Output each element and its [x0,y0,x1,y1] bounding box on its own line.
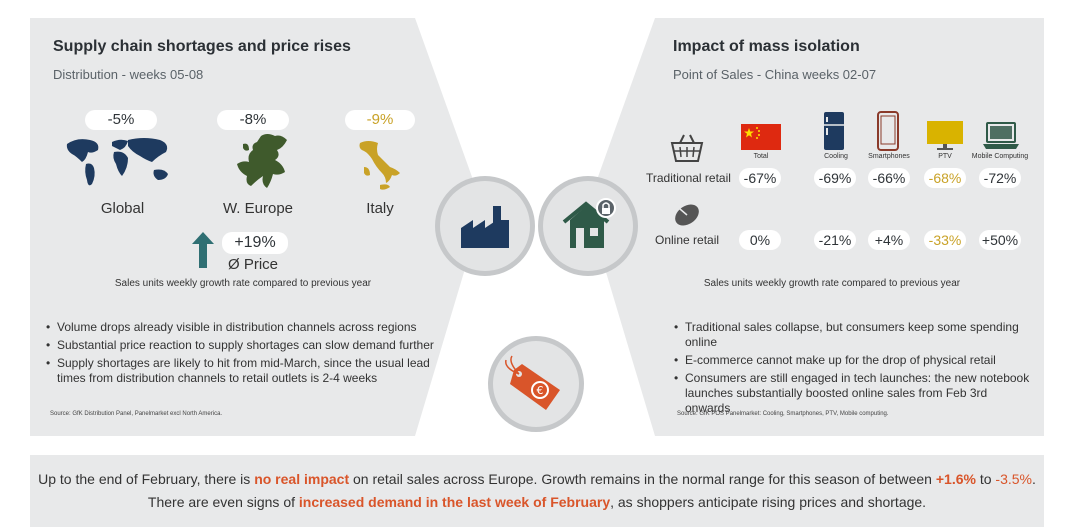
right-title: Impact of mass isolation [673,38,860,55]
home-circle [538,176,638,276]
right-bullet-3: Consumers are still engaged in tech laun… [674,371,1034,416]
left-bullet-1: Volume drops already visible in distribu… [46,320,436,335]
highlight-growth-high: +1.6% [935,471,976,487]
row-online-label: Online retail [655,233,720,247]
left-subtitle: Distribution - weeks 05-08 [53,67,204,82]
col-ptv: PTV [938,153,952,160]
right-source: Source: GfK POS Panelmarket: Cooling, Sm… [677,411,889,417]
col-mobile: Mobile Computing [971,153,1029,160]
trad-cooling: -69% [814,168,856,188]
fridge-icon [824,112,844,150]
summary-text: There are even signs of [147,494,299,510]
online-smartphones: +4% [868,230,910,250]
right-subtitle: Point of Sales - China weeks 02-07 [673,67,877,82]
summary-line-1: Up to the end of February, there is no r… [30,468,1044,491]
laptop-icon [983,122,1019,149]
left-bullet-2: Substantial price reaction to supply sho… [46,338,436,353]
online-cooling: -21% [814,230,856,250]
summary-text: on retail sales across Europe. Growth re… [349,471,936,487]
euro-tag-icon: € [505,355,560,410]
global-label: Global [100,200,145,217]
factory-circle [435,176,535,276]
summary-text: , as shoppers anticipate rising prices a… [610,494,927,510]
mouse-icon [675,204,699,226]
summary-text: . [1032,471,1036,487]
world-map-icon [66,138,168,186]
left-note: Sales units weekly growth rate compared … [114,278,372,289]
svg-text:€: € [537,384,544,397]
online-total: 0% [739,230,781,250]
col-smartphones: Smartphones [868,153,910,160]
summary-text: to [975,471,996,487]
summary-text: Up to the end of February, there is [38,471,255,487]
right-bullet-1: Traditional sales collapse, but consumer… [674,320,1034,350]
basket-icon [670,134,704,162]
trad-ptv: -68% [924,168,966,188]
left-bullets: Volume drops already visible in distribu… [46,320,436,389]
row-traditional-label: Traditional retail [646,171,731,185]
italy-map-icon [359,141,400,190]
left-bullet-3: Supply shortages are likely to hit from … [46,356,436,386]
online-ptv: -33% [924,230,966,250]
trad-total: -67% [739,168,781,188]
weurope-value: -8% [217,110,289,130]
right-bullets: Traditional sales collapse, but consumer… [674,320,1034,419]
summary-banner: Up to the end of February, there is no r… [30,455,1044,527]
summary-line-2: There are even signs of increased demand… [30,491,1044,514]
italy-label: Italy [366,200,394,217]
china-flag-icon [741,124,781,150]
left-title: Supply chain shortages and price rises [53,38,351,55]
trad-smartphones: -66% [868,168,910,188]
trad-mobile: -72% [979,168,1021,188]
factory-icon [461,206,509,248]
price-label: Ø Price [228,256,279,273]
house-lock-icon [562,198,616,248]
weurope-label: W. Europe [222,200,294,217]
price-value: +19% [222,232,288,254]
highlight-increased-demand: increased demand in the last week of Feb… [298,494,611,510]
right-note: Sales units weekly growth rate compared … [703,278,961,289]
left-source: Source: GfK Distribution Panel, Panelmar… [50,411,223,417]
highlight-growth-low: -3.5% [995,471,1032,487]
arrow-up-icon [192,232,214,268]
highlight-no-impact: no real impact [254,471,350,487]
col-total: Total [753,153,769,160]
global-value: -5% [85,110,157,130]
col-cooling: Cooling [824,153,848,160]
smartphone-icon [877,111,899,151]
online-mobile: +50% [979,230,1021,250]
right-bullet-2: E-commerce cannot make up for the drop o… [674,353,1034,368]
price-tag-circle: € [488,336,584,432]
italy-value: -9% [345,110,415,130]
europe-map-icon [237,134,287,188]
tv-icon [927,121,963,150]
